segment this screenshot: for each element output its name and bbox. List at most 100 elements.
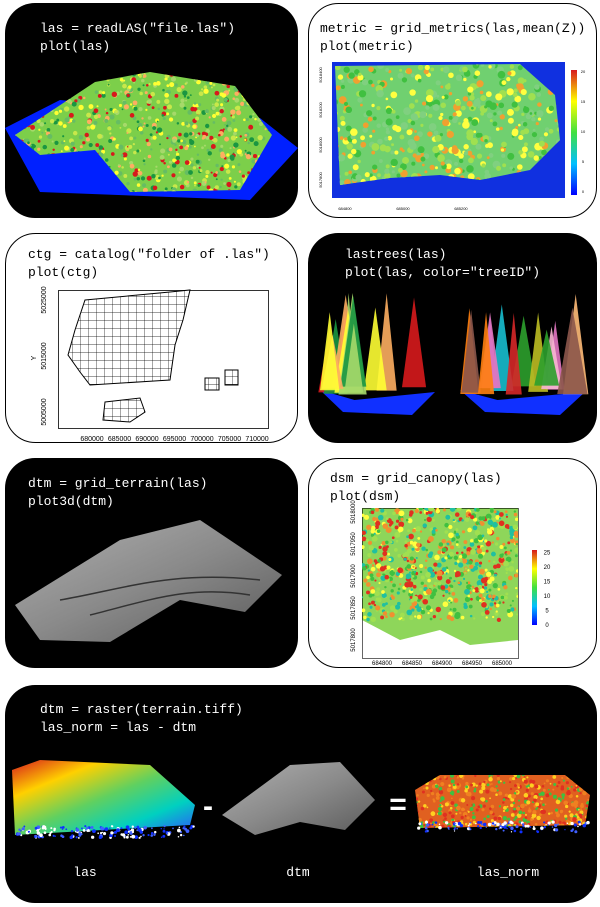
point — [409, 615, 414, 621]
point — [416, 614, 422, 620]
point — [59, 826, 63, 829]
legend-tick-label: 20 — [581, 69, 586, 74]
point — [455, 74, 463, 82]
point — [131, 77, 137, 82]
point — [445, 572, 448, 575]
point — [499, 553, 504, 558]
point — [438, 786, 443, 791]
point — [422, 523, 428, 528]
point — [392, 124, 399, 131]
point — [190, 106, 196, 112]
point — [399, 134, 405, 140]
point — [184, 121, 189, 126]
point — [460, 815, 464, 820]
point — [482, 822, 487, 827]
point — [69, 835, 73, 840]
point — [185, 99, 188, 102]
point — [404, 540, 408, 544]
point — [515, 569, 518, 573]
point — [508, 781, 512, 784]
point — [128, 85, 132, 89]
point — [536, 830, 540, 834]
tree — [401, 297, 427, 388]
point — [235, 136, 238, 139]
point — [413, 135, 420, 142]
point — [132, 142, 135, 146]
point-texture — [335, 64, 560, 185]
point — [78, 135, 84, 140]
point — [514, 554, 518, 558]
point — [469, 95, 475, 101]
x-tick-label: 700000 — [190, 436, 213, 443]
point — [378, 581, 381, 585]
point — [510, 538, 516, 544]
point — [44, 122, 47, 125]
point — [367, 540, 373, 545]
point — [226, 153, 230, 157]
point — [362, 596, 364, 599]
point — [474, 787, 477, 791]
point — [425, 786, 429, 790]
point — [481, 163, 486, 168]
point — [409, 595, 413, 599]
point — [206, 148, 210, 152]
point — [122, 152, 128, 158]
point — [234, 97, 240, 103]
point — [249, 115, 253, 119]
point — [234, 185, 238, 189]
point — [385, 615, 388, 619]
point — [488, 594, 492, 599]
point — [204, 181, 207, 184]
point — [164, 77, 168, 81]
point — [60, 150, 63, 153]
image-label: las_norm — [477, 865, 540, 880]
point — [468, 513, 472, 517]
point — [443, 94, 449, 100]
point — [564, 829, 566, 831]
point — [212, 113, 217, 119]
point — [474, 70, 481, 76]
point — [192, 825, 195, 828]
point — [172, 138, 177, 143]
point — [207, 158, 211, 162]
legend-tick-label: 15 — [544, 580, 551, 586]
point — [438, 825, 442, 830]
point — [425, 105, 430, 110]
point — [413, 582, 416, 585]
point — [374, 508, 380, 512]
point — [424, 830, 428, 833]
point — [486, 783, 490, 787]
point — [476, 80, 484, 88]
point — [428, 123, 437, 131]
point — [122, 122, 128, 128]
point — [488, 588, 492, 592]
point — [429, 571, 436, 578]
point — [182, 140, 187, 145]
point — [488, 153, 494, 158]
point — [149, 133, 153, 137]
point — [252, 113, 255, 116]
point — [463, 144, 469, 150]
point — [491, 551, 496, 557]
point — [549, 782, 552, 785]
point — [136, 183, 141, 187]
point — [410, 588, 413, 592]
x-tick-label: 680000 — [80, 436, 103, 443]
point — [441, 95, 445, 99]
point — [30, 124, 36, 130]
point — [461, 519, 464, 522]
point — [214, 90, 220, 96]
point — [153, 830, 157, 834]
point — [34, 826, 38, 830]
point — [515, 542, 518, 546]
point — [426, 823, 429, 825]
point — [510, 813, 515, 817]
point — [102, 91, 106, 95]
point — [93, 120, 98, 125]
point — [406, 559, 410, 563]
point — [104, 118, 109, 124]
point — [447, 555, 451, 558]
point — [219, 185, 222, 189]
point — [423, 804, 427, 808]
point — [503, 546, 507, 550]
